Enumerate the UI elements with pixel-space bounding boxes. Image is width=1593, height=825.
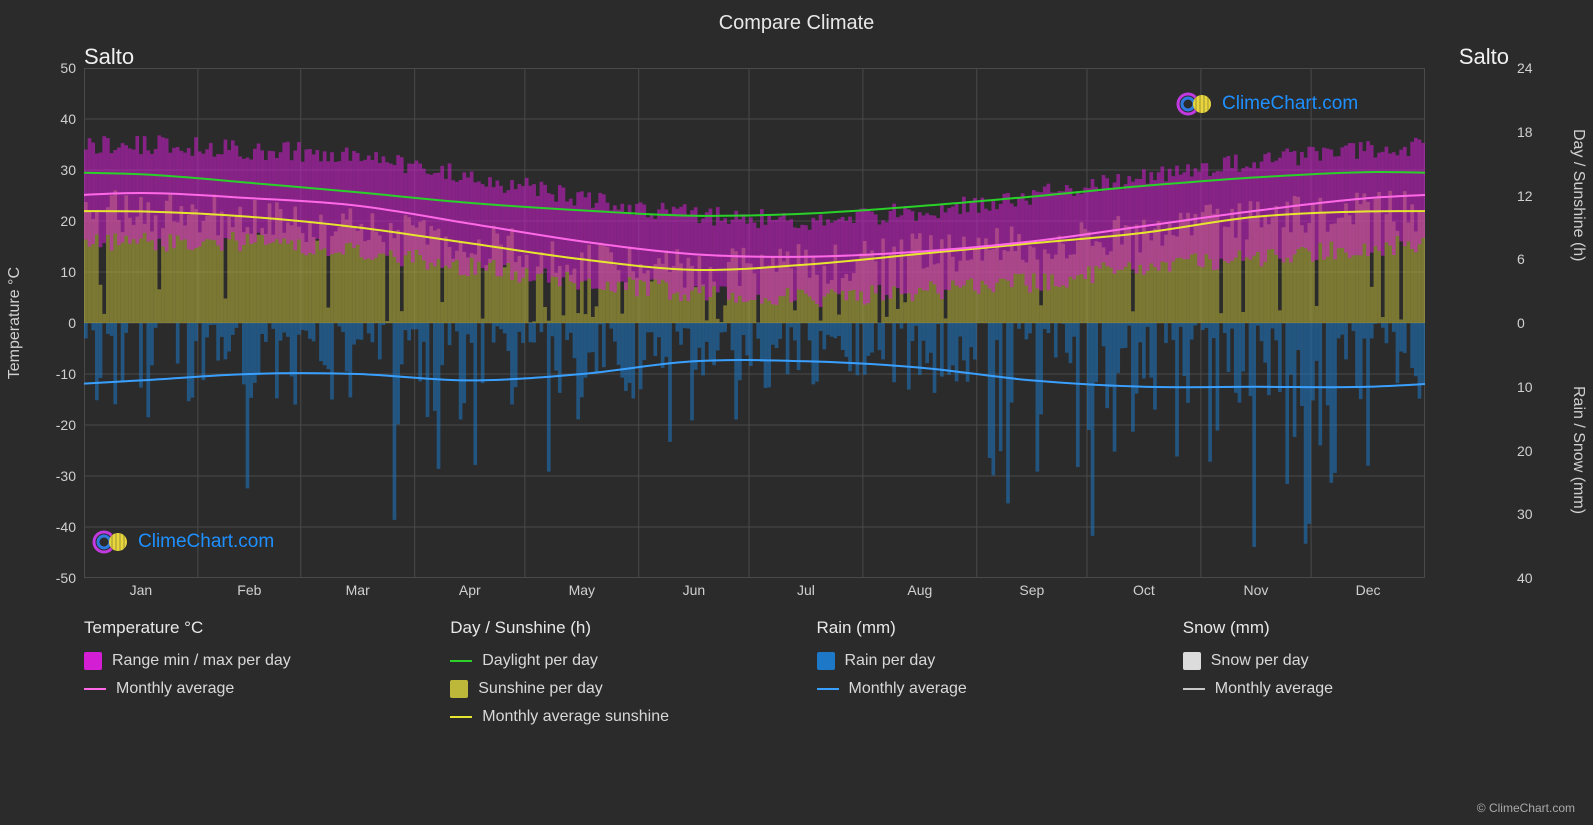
y-right-bot-tick: 10 [1517, 379, 1533, 395]
legend-label: Sunshine per day [478, 680, 603, 698]
legend-label: Monthly average [116, 680, 234, 698]
legend-item: Snow per day [1183, 652, 1509, 670]
legend-swatch [1183, 652, 1201, 670]
y-axis-right-top-label: Day / Sunshine (h) [1569, 68, 1587, 323]
legend-swatch [817, 652, 835, 670]
legend-label: Monthly average [1215, 680, 1333, 698]
legend-item: Range min / max per day [84, 652, 410, 670]
y-axis-right-bot-label: Rain / Snow (mm) [1569, 323, 1587, 578]
legend-item: Monthly average [817, 680, 1143, 698]
legend-column: Rain (mm) Rain per day Monthly average [817, 618, 1143, 726]
y-left-tick: 10 [60, 264, 76, 280]
legend-item: Sunshine per day [450, 680, 776, 698]
y-right-bot-tick: 20 [1517, 443, 1533, 459]
x-tick: Mar [346, 582, 370, 598]
legend-swatch [450, 680, 468, 698]
legend-item: Monthly average [1183, 680, 1509, 698]
location-label-left: Salto [84, 44, 134, 70]
y-left-tick: 0 [68, 315, 76, 331]
legend-column: Snow (mm) Snow per day Monthly average [1183, 618, 1509, 726]
legend-item: Monthly average [84, 680, 410, 698]
y-left-tick: 30 [60, 162, 76, 178]
y-right-top-tick: 18 [1517, 124, 1533, 140]
chart-container: Compare Climate Salto Salto Temperature … [0, 0, 1593, 825]
y-left-tick: 20 [60, 213, 76, 229]
legend-item: Daylight per day [450, 652, 776, 670]
x-tick: Aug [907, 582, 932, 598]
legend-column: Temperature °C Range min / max per day Mon… [84, 618, 410, 726]
y-left-tick: 40 [60, 111, 76, 127]
y-left-tick: -30 [56, 468, 76, 484]
legend-heading: Snow (mm) [1183, 618, 1509, 638]
y-axis-left-ticks: 50403020100-10-20-30-40-50 [40, 68, 80, 578]
x-tick: Apr [459, 582, 481, 598]
plot-svg [84, 68, 1425, 578]
legend: Temperature °C Range min / max per day Mon… [84, 618, 1509, 726]
legend-swatch [450, 660, 472, 662]
y-right-top-tick: 0 [1517, 315, 1525, 331]
y-right-bot-tick: 40 [1517, 570, 1533, 586]
legend-label: Snow per day [1211, 652, 1309, 670]
x-tick: Jan [130, 582, 153, 598]
y-right-top-tick: 12 [1517, 188, 1533, 204]
legend-swatch [84, 688, 106, 690]
x-tick: Nov [1244, 582, 1269, 598]
legend-label: Monthly average [849, 680, 967, 698]
plot-area [84, 68, 1425, 578]
y-right-top-tick: 6 [1517, 251, 1525, 267]
y-left-tick: -20 [56, 417, 76, 433]
x-tick: Feb [237, 582, 261, 598]
legend-heading: Temperature °C [84, 618, 410, 638]
rain-bars [84, 323, 1425, 547]
legend-column: Day / Sunshine (h) Daylight per day Sunshi… [450, 618, 776, 726]
location-label-right: Salto [1459, 44, 1509, 70]
y-left-tick: -50 [56, 570, 76, 586]
y-left-tick: 50 [60, 60, 76, 76]
y-axis-right-ticks: 2418126010203040 [1513, 68, 1553, 578]
legend-item: Monthly average sunshine [450, 708, 776, 726]
y-right-bot-tick: 30 [1517, 506, 1533, 522]
legend-swatch [450, 716, 472, 718]
x-axis-ticks: Jan Feb Mar Apr May Jun Jul Aug Sep Oct Nov Dec [84, 582, 1425, 602]
x-tick: Sep [1019, 582, 1044, 598]
legend-item: Rain per day [817, 652, 1143, 670]
y-right-top-tick: 24 [1517, 60, 1533, 76]
legend-label: Rain per day [845, 652, 936, 670]
legend-label: Range min / max per day [112, 652, 291, 670]
legend-swatch [817, 688, 839, 690]
chart-title: Compare Climate [0, 12, 1593, 35]
y-left-tick: -40 [56, 519, 76, 535]
copyright-text: © ClimeChart.com [1477, 801, 1575, 815]
x-tick: Dec [1356, 582, 1381, 598]
legend-swatch [84, 652, 102, 670]
x-tick: Jun [683, 582, 706, 598]
legend-heading: Day / Sunshine (h) [450, 618, 776, 638]
legend-heading: Rain (mm) [817, 618, 1143, 638]
legend-label: Monthly average sunshine [482, 708, 669, 726]
y-left-tick: -10 [56, 366, 76, 382]
legend-swatch [1183, 688, 1205, 690]
y-axis-left-label: Temperature °C [6, 68, 24, 578]
x-tick: Oct [1133, 582, 1155, 598]
legend-label: Daylight per day [482, 652, 598, 670]
x-tick: Jul [797, 582, 815, 598]
x-tick: May [569, 582, 595, 598]
